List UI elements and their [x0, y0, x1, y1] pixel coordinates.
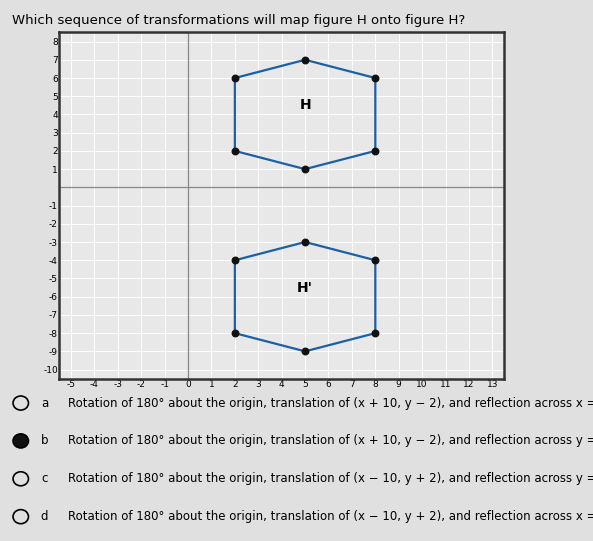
Text: H': H': [297, 281, 313, 295]
Point: [371, 147, 380, 155]
Text: b: b: [41, 434, 48, 447]
Point: [300, 165, 310, 174]
Text: H: H: [299, 98, 311, 113]
Point: [371, 256, 380, 265]
Text: d: d: [41, 510, 48, 523]
Point: [230, 256, 240, 265]
Text: Rotation of 180° about the origin, translation of (x + 10, y − 2), and reflectio: Rotation of 180° about the origin, trans…: [68, 397, 593, 410]
Point: [300, 237, 310, 246]
Point: [230, 329, 240, 338]
Text: a: a: [41, 397, 48, 410]
Text: Rotation of 180° about the origin, translation of (x − 10, y + 2), and reflectio: Rotation of 180° about the origin, trans…: [68, 510, 593, 523]
Point: [230, 74, 240, 82]
Text: Rotation of 180° about the origin, translation of (x − 10, y + 2), and reflectio: Rotation of 180° about the origin, trans…: [68, 472, 593, 485]
Point: [371, 329, 380, 338]
Point: [230, 147, 240, 155]
Text: c: c: [42, 472, 47, 485]
Point: [300, 347, 310, 355]
Point: [371, 74, 380, 82]
Point: [300, 56, 310, 64]
Text: Which sequence of transformations will map figure H onto figure H?: Which sequence of transformations will m…: [12, 14, 465, 27]
Text: Rotation of 180° about the origin, translation of (x + 10, y − 2), and reflectio: Rotation of 180° about the origin, trans…: [68, 434, 593, 447]
